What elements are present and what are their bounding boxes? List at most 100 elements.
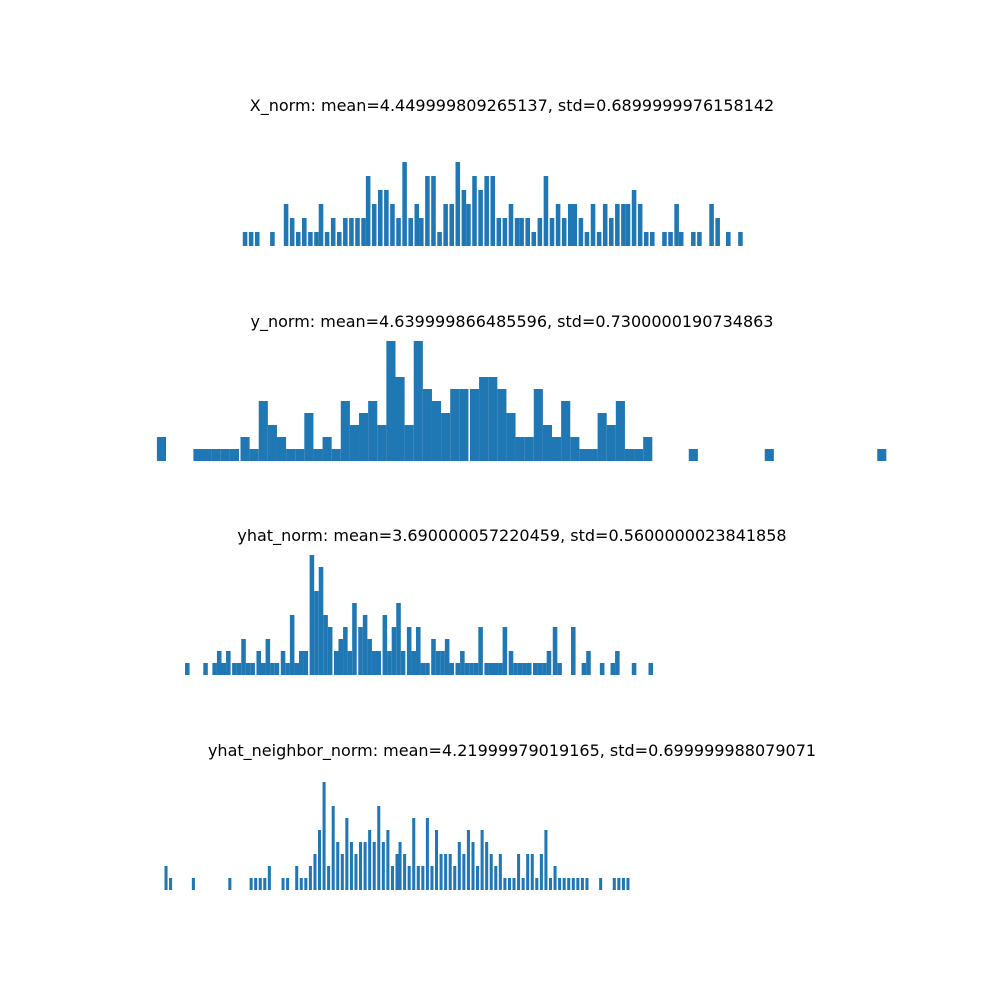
histogram-bar	[359, 413, 369, 461]
histogram-bar	[286, 449, 296, 461]
histogram-bar	[562, 878, 566, 890]
histogram-bar	[359, 842, 363, 890]
histogram-bar	[358, 627, 363, 675]
histogram-bar	[193, 449, 203, 461]
histogram-bar	[490, 176, 496, 246]
histogram-bar	[612, 878, 616, 890]
histogram-bar	[323, 615, 328, 675]
bar-group	[185, 555, 654, 675]
histogram-bar	[615, 401, 625, 461]
histogram-bar	[421, 866, 425, 890]
histogram-bar	[361, 218, 366, 246]
histogram-bar	[643, 437, 653, 461]
histogram-bar	[738, 232, 743, 246]
histogram-bar	[327, 866, 331, 890]
histogram-bar	[256, 651, 262, 675]
histogram-bar	[437, 232, 442, 246]
histogram-bar	[553, 866, 557, 890]
histogram-bar	[537, 663, 543, 675]
histogram-bar	[548, 878, 553, 890]
histogram-bar	[431, 639, 436, 675]
histogram-bar	[318, 567, 324, 675]
histogram-bar	[444, 639, 450, 675]
histogram-bar	[455, 663, 461, 675]
histogram-bar	[502, 627, 508, 675]
histogram-bar	[289, 218, 295, 246]
histogram-bar	[419, 218, 424, 246]
histogram-bar	[506, 413, 516, 461]
histogram-bar	[431, 176, 436, 246]
histogram-bar	[552, 627, 558, 675]
histogram-bar	[617, 878, 621, 890]
histogram-bar	[726, 232, 731, 246]
histogram-bar	[597, 413, 607, 461]
panel-title: y_norm: mean=4.639999866485596, std=0.73…	[251, 312, 774, 332]
histogram-bar	[365, 176, 371, 246]
histogram-bar	[508, 651, 514, 675]
histogram-bar	[382, 615, 388, 675]
histogram-bar	[368, 401, 378, 461]
histogram-bar	[457, 842, 461, 890]
histogram-bar	[317, 830, 322, 890]
histogram-bar	[254, 232, 260, 246]
histogram-bar	[349, 842, 353, 890]
histogram-bar	[406, 627, 412, 675]
histogram-bar	[250, 663, 255, 675]
histogram-bar	[609, 218, 614, 246]
histogram-bar	[331, 806, 335, 890]
histogram-bar	[637, 204, 643, 246]
histogram-bar	[376, 651, 382, 675]
histogram-bar	[615, 204, 620, 246]
histogram-bar	[530, 854, 534, 890]
histogram-bar	[386, 830, 390, 890]
histogram-bar	[588, 449, 598, 461]
histogram-bar	[662, 232, 667, 246]
histogram-bar	[408, 218, 413, 246]
histogram-bar	[384, 190, 389, 246]
histogram-bar	[242, 232, 248, 246]
histogram-bar	[265, 639, 271, 675]
histogram-bar	[431, 401, 442, 461]
histogram-bar	[580, 878, 584, 890]
histogram-bar	[377, 806, 381, 890]
histogram-bar	[387, 651, 392, 675]
histogram-bar	[411, 651, 417, 675]
histogram-bar	[354, 854, 358, 890]
histogram-bar	[715, 218, 720, 246]
histogram-bar	[318, 204, 324, 246]
bar-group	[242, 162, 743, 246]
histogram-bar	[549, 218, 555, 246]
histogram-bar	[449, 204, 454, 246]
histogram-bar	[304, 413, 314, 461]
histogram-bar	[512, 878, 516, 890]
histogram-bar	[386, 341, 396, 461]
histogram-bar	[420, 663, 426, 675]
histogram-bar	[606, 425, 616, 461]
histogram-bar	[267, 425, 277, 461]
histogram-bar	[462, 854, 466, 890]
panel-y-norm: y_norm: mean=4.639999866485596, std=0.73…	[156, 312, 887, 461]
histogram-bar	[621, 878, 625, 890]
histogram-bar	[345, 818, 349, 890]
histogram-bar	[478, 190, 483, 246]
histogram-bar	[525, 218, 530, 246]
histogram-bar	[581, 663, 587, 675]
histogram-bar	[517, 854, 521, 890]
histogram-bar	[515, 437, 525, 461]
histogram-bar	[258, 401, 268, 461]
histogram-bar	[576, 878, 580, 890]
histogram-bar	[498, 854, 502, 890]
histogram-bar	[688, 449, 698, 461]
histogram-bar	[299, 651, 304, 675]
histogram-bar	[212, 663, 217, 675]
histogram-bar	[254, 878, 258, 890]
histogram-bar	[524, 437, 534, 461]
histogram-bar	[185, 663, 190, 675]
histogram-bar	[308, 232, 313, 246]
histogram-bar	[391, 627, 397, 675]
histogram-bar	[507, 878, 511, 890]
histogram-bar	[228, 878, 232, 890]
histogram-bar	[471, 842, 475, 890]
histogram-bar	[460, 651, 465, 675]
histogram-bar	[381, 842, 385, 890]
